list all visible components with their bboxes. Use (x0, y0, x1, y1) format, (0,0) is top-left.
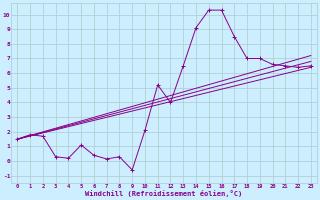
X-axis label: Windchill (Refroidissement éolien,°C): Windchill (Refroidissement éolien,°C) (85, 190, 243, 197)
